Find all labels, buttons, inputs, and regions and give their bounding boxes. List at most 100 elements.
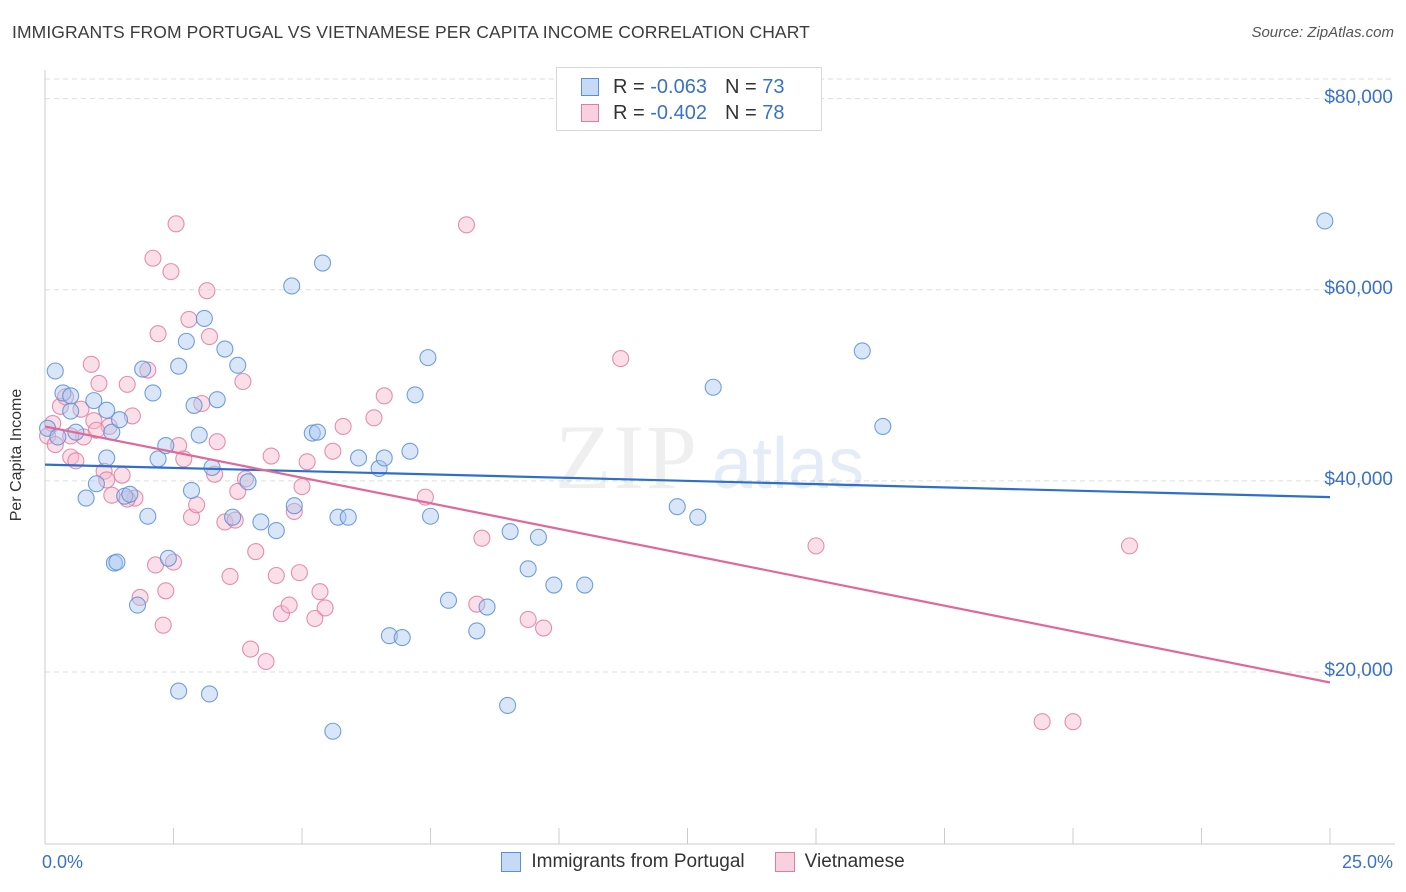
data-point-vietnamese [280, 596, 298, 614]
data-point-portugal [170, 682, 188, 700]
x-tick-label: 25.0% [1341, 852, 1393, 872]
legend-swatch-blue [501, 852, 522, 872]
trend-lines [44, 425, 1331, 684]
data-point-vietnamese [188, 496, 206, 514]
data-point-portugal [159, 549, 177, 567]
data-point-portugal [185, 396, 203, 414]
data-point-vietnamese [208, 433, 226, 451]
data-point-portugal [139, 507, 157, 525]
data-point-vietnamese [123, 407, 141, 425]
legend-n-label: N = [724, 75, 763, 98]
data-point-portugal [375, 449, 393, 467]
data-point-portugal [216, 340, 234, 358]
data-point-portugal [393, 629, 411, 647]
data-point-vietnamese [113, 466, 131, 484]
data-point-vietnamese [236, 470, 255, 488]
data-point-portugal [329, 508, 347, 526]
data-point-vietnamese [473, 529, 491, 547]
data-point-portugal [239, 473, 257, 491]
y-tick-label: $60,000 [1324, 277, 1393, 299]
data-point-portugal [121, 485, 139, 503]
data-point-vietnamese [221, 567, 239, 585]
correlation-legend: R = -0.063 N = 73 R = -0.402 N = 78 [556, 67, 822, 131]
legend-r-label: R = [613, 75, 651, 98]
legend-label-vietnamese: Vietnamese [804, 851, 905, 872]
data-point-vietnamese [247, 543, 265, 561]
data-point-vietnamese [1120, 537, 1139, 555]
y-tick-label: $20,000 [1324, 660, 1393, 681]
data-point-portugal [668, 498, 686, 516]
data-point-vietnamese [257, 652, 275, 671]
legend-swatch-pink [774, 852, 795, 872]
legend-n-value: 78 [762, 101, 785, 124]
data-point-portugal [478, 598, 496, 616]
data-point-vietnamese [157, 582, 175, 600]
chart-title: IMMIGRANTS FROM PORTUGAL VS VIETNAMESE P… [12, 22, 810, 42]
data-point-vietnamese [154, 616, 172, 634]
data-point-portugal [519, 560, 537, 578]
data-point-vietnamese [468, 595, 486, 613]
legend-label-portugal: Immigrants from Portugal [531, 851, 745, 872]
series-immigrants-from-portugal [39, 212, 1334, 740]
data-point-portugal [98, 449, 116, 467]
data-point-vietnamese [198, 282, 216, 300]
legend-item-portugal: Immigrants from Portugal [501, 851, 745, 873]
data-point-vietnamese [612, 350, 630, 368]
data-point-portugal [499, 696, 517, 714]
data-point-portugal [208, 391, 226, 409]
data-point-portugal [128, 596, 147, 614]
data-point-vietnamese [85, 412, 103, 430]
data-point-portugal [195, 309, 213, 327]
data-point-portugal [419, 349, 437, 367]
data-point-portugal [324, 722, 342, 740]
data-point-vietnamese [72, 400, 90, 418]
data-point-vietnamese [90, 374, 108, 392]
data-point-portugal [49, 428, 67, 446]
data-point-portugal [62, 387, 80, 405]
data-point-vietnamese [82, 355, 100, 373]
legend-row-vietnamese: R = -0.402 N = 78 [581, 100, 784, 126]
data-point-vietnamese [316, 599, 334, 617]
data-point-portugal [252, 513, 270, 531]
x-tick-label: 0.0% [42, 852, 84, 872]
data-point-portugal [501, 522, 519, 541]
data-point-portugal [853, 342, 871, 360]
data-point-vietnamese [267, 566, 285, 585]
axes [44, 70, 1395, 845]
data-point-vietnamese [306, 609, 324, 628]
data-point-portugal [349, 449, 368, 467]
watermark-zip: ZIP [555, 406, 699, 508]
data-point-vietnamese [51, 397, 69, 415]
data-point-portugal [134, 360, 152, 378]
data-point-vietnamese [807, 537, 825, 555]
data-point-vietnamese [1064, 713, 1082, 731]
data-point-vietnamese [311, 583, 329, 601]
data-point-portugal [85, 392, 103, 410]
legend-n-label: N = [724, 101, 763, 124]
data-point-vietnamese [200, 328, 219, 346]
data-point-vietnamese [324, 442, 342, 460]
data-point-vietnamese [98, 471, 116, 489]
data-point-portugal [314, 254, 332, 272]
data-point-portugal [224, 508, 242, 526]
y-tick-label: $40,000 [1324, 468, 1393, 490]
data-point-portugal [576, 576, 594, 594]
data-point-vietnamese [167, 215, 185, 233]
data-point-vietnamese [144, 249, 162, 267]
data-point-portugal [87, 475, 105, 493]
data-point-portugal [468, 622, 486, 640]
data-point-vietnamese [365, 409, 383, 427]
data-point-vietnamese [149, 325, 167, 343]
data-point-portugal [529, 528, 547, 546]
legend-swatch-pink [581, 104, 599, 122]
data-point-portugal [406, 386, 424, 404]
data-point-portugal [339, 508, 357, 526]
data-point-portugal [285, 497, 303, 515]
data-point-vietnamese [139, 361, 157, 379]
data-point-portugal [110, 411, 129, 429]
data-point-portugal [1316, 212, 1334, 230]
data-point-vietnamese [375, 387, 393, 405]
data-point-portugal [177, 332, 195, 350]
data-point-portugal [144, 384, 162, 402]
